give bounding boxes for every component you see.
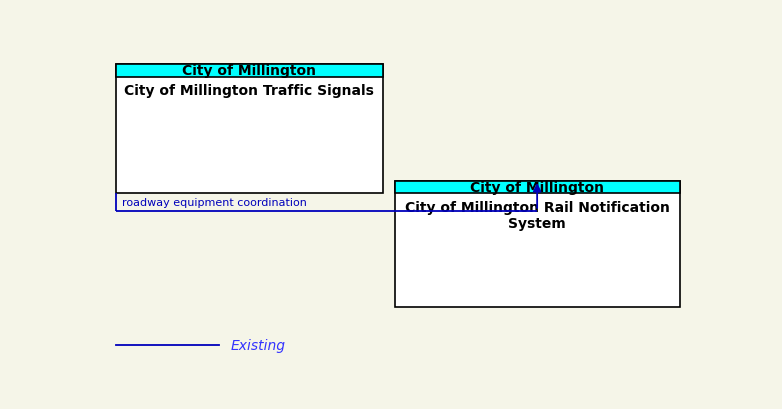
Text: roadway equipment coordination: roadway equipment coordination [122, 198, 307, 207]
Text: City of Millington Traffic Signals: City of Millington Traffic Signals [124, 84, 375, 98]
Text: City of Millington: City of Millington [182, 64, 316, 78]
Bar [116, 65, 382, 194]
Bar [395, 181, 680, 307]
Text: Existing: Existing [231, 338, 286, 352]
Text: City of Millington: City of Millington [470, 181, 604, 195]
Text: City of Millington Rail Notification
System: City of Millington Rail Notification Sys… [405, 200, 669, 230]
Bar [395, 181, 680, 194]
Bar [116, 65, 382, 78]
